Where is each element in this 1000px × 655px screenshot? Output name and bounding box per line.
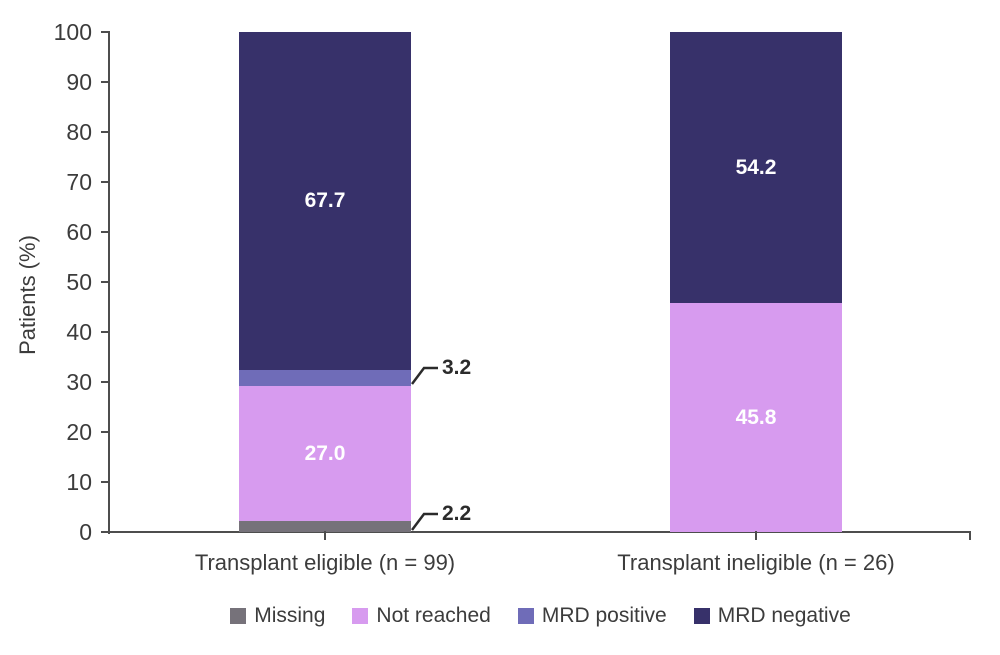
bar-segment-not-reached: [670, 303, 842, 532]
value-label-not-reached: 45.8: [735, 405, 777, 429]
y-tick-label: 100: [53, 19, 92, 45]
legend-swatch-mrd-positive: [517, 608, 534, 624]
y-axis-line: [108, 31, 110, 534]
y-tick-label: 50: [66, 269, 92, 295]
value-label-missing: 2.2: [442, 502, 472, 525]
value-label-mrd-negative: 54.2: [735, 155, 777, 179]
y-tick: [101, 31, 109, 33]
callout-leader-line: [411, 366, 438, 385]
legend-swatch-mrd-negative: [693, 608, 710, 624]
y-tick-label: 0: [79, 519, 92, 545]
legend-swatch-not-reached: [352, 608, 369, 624]
value-label-mrd-negative: 67.7: [304, 188, 346, 212]
y-tick-label: 20: [66, 419, 92, 445]
category-tick: [755, 531, 757, 540]
bar-segment-mrd-negative: [670, 32, 842, 303]
y-tick-label: 10: [66, 469, 92, 495]
y-tick-label: 40: [66, 319, 92, 345]
bar-segment-mrd-positive: [239, 370, 411, 386]
category-label: Transplant ineligible (n = 26): [617, 550, 895, 575]
y-tick: [101, 81, 109, 83]
value-label-not-reached: 27.0: [304, 441, 346, 465]
x-axis-end-tick: [969, 531, 971, 540]
legend-label: MRD positive: [541, 604, 667, 627]
y-tick: [101, 331, 109, 333]
legend-item-mrd-positive: MRD positive: [517, 604, 667, 628]
bar-segment-mrd-negative: [239, 31, 411, 370]
bar-segment-not-reached: [239, 386, 411, 521]
y-tick: [101, 531, 109, 533]
y-tick-label: 80: [66, 119, 92, 145]
y-tick: [101, 181, 109, 183]
y-tick: [101, 481, 109, 483]
x-axis-line: [108, 531, 971, 533]
callout-leader-line: [411, 512, 438, 531]
legend: Missing Not reached MRD positive MRD negati…: [110, 601, 971, 631]
y-tick: [101, 431, 109, 433]
legend-label: Missing: [254, 604, 326, 627]
y-tick: [101, 381, 109, 383]
y-tick-label: 90: [66, 69, 92, 95]
bar-segment-missing: [239, 521, 411, 532]
legend-swatch-missing: [230, 608, 247, 624]
y-tick-label: 30: [66, 369, 92, 395]
legend-label: MRD negative: [717, 604, 851, 627]
value-label-mrd-positive: 3.2: [442, 356, 472, 379]
category-tick: [324, 531, 326, 540]
category-label: Transplant eligible (n = 99): [194, 550, 456, 575]
legend-label: Not reached: [376, 604, 491, 627]
y-tick: [101, 281, 109, 283]
y-tick-label: 70: [66, 169, 92, 195]
legend-item-not-reached: Not reached: [352, 604, 491, 628]
legend-item-missing: Missing: [230, 604, 325, 628]
y-tick-label: 60: [66, 219, 92, 245]
y-tick: [101, 231, 109, 233]
y-tick: [101, 131, 109, 133]
legend-item-mrd-negative: MRD negative: [693, 604, 851, 628]
